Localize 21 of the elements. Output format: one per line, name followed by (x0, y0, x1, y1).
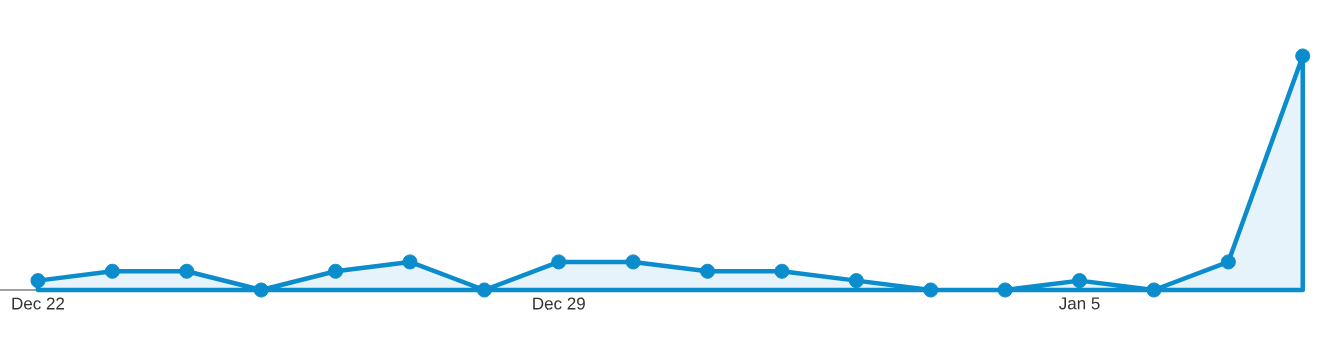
x-tick-label: Dec 22 (12, 297, 65, 310)
point (997, 282, 1013, 298)
point (1220, 254, 1236, 270)
point (328, 263, 344, 279)
point (402, 254, 418, 270)
point (253, 282, 269, 298)
point (923, 282, 939, 298)
point (179, 263, 195, 279)
point (774, 263, 790, 279)
point (1146, 282, 1162, 298)
point (551, 254, 567, 270)
point (625, 254, 641, 270)
x-tick-label: Dec 29 (533, 297, 585, 310)
point (30, 273, 46, 289)
point (104, 263, 120, 279)
point (1295, 48, 1311, 64)
point (848, 273, 864, 289)
point (1072, 273, 1088, 289)
point (476, 282, 492, 298)
point (700, 263, 716, 279)
x-tick-label: Jan 5 (1059, 297, 1100, 310)
